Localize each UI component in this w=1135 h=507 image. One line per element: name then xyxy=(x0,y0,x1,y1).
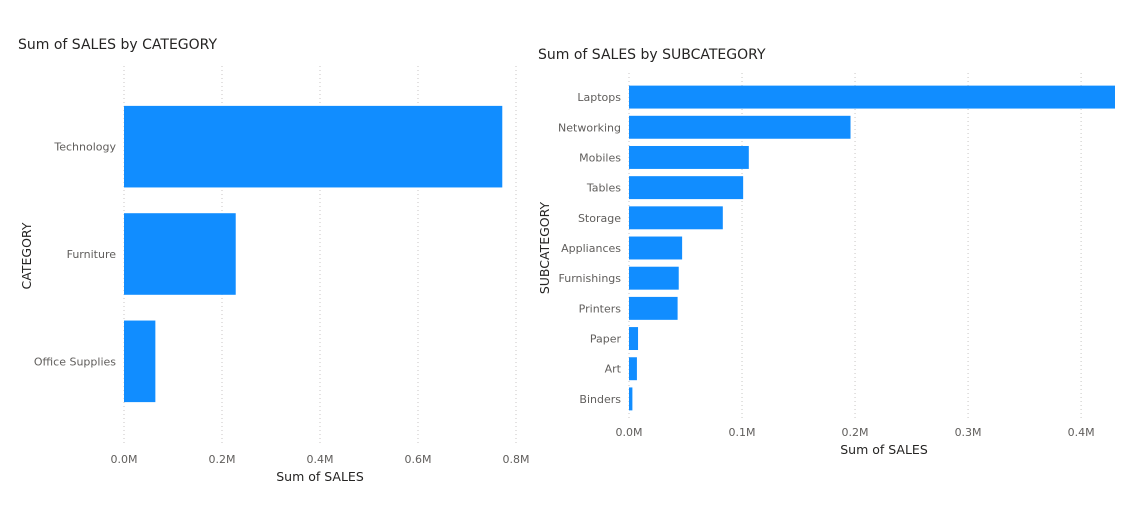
category-bar-chart: Sum of SALES by CATEGORY Technology Furni… xyxy=(18,37,530,484)
category-label: Appliances xyxy=(561,242,621,255)
category-labels: Technology Furniture Office Supplies xyxy=(34,141,117,369)
x-tick-label: 0.0M xyxy=(111,453,138,466)
bar[interactable] xyxy=(629,327,639,351)
x-tick-label: 0.4M xyxy=(1068,426,1095,439)
bars xyxy=(629,85,1115,411)
x-tick-labels: 0.0M 0.2M 0.4M 0.6M 0.8M xyxy=(111,453,530,466)
x-tick-label: 0.1M xyxy=(729,426,756,439)
x-tick-label: 0.4M xyxy=(307,453,334,466)
category-label: Binders xyxy=(579,393,621,406)
category-label: Technology xyxy=(53,141,116,154)
bar[interactable] xyxy=(629,176,744,200)
x-axis-title: Sum of SALES xyxy=(840,442,928,457)
category-labels: Laptops Networking Mobiles Tables Storage App… xyxy=(558,91,622,406)
bar[interactable] xyxy=(629,387,633,411)
category-label: Office Supplies xyxy=(34,355,116,368)
bars xyxy=(124,105,503,403)
bar[interactable] xyxy=(629,85,1115,109)
category-label: Paper xyxy=(590,333,622,346)
x-tick-label: 0.8M xyxy=(503,453,530,466)
category-label: Networking xyxy=(558,121,621,134)
category-label: Storage xyxy=(578,212,621,225)
bar[interactable] xyxy=(629,206,723,230)
subcategory-bar-chart: Sum of SALES by SUBCATEGORY Laptops Netwo… xyxy=(537,47,1115,457)
x-tick-label: 0.0M xyxy=(616,426,643,439)
category-label: Art xyxy=(605,363,622,376)
category-label: Furniture xyxy=(67,248,117,261)
x-tick-labels: 0.0M 0.1M 0.2M 0.3M 0.4M xyxy=(616,426,1095,439)
chart-title: Sum of SALES by CATEGORY xyxy=(18,37,217,53)
bar[interactable] xyxy=(629,236,683,260)
chart-title: Sum of SALES by SUBCATEGORY xyxy=(538,47,766,63)
x-tick-label: 0.2M xyxy=(209,453,236,466)
x-tick-label: 0.2M xyxy=(842,426,869,439)
x-tick-label: 0.3M xyxy=(955,426,982,439)
bar[interactable] xyxy=(629,266,679,290)
category-label: Tables xyxy=(586,182,621,195)
bar[interactable] xyxy=(124,105,503,188)
bar[interactable] xyxy=(124,213,236,295)
bar[interactable] xyxy=(629,115,851,139)
x-tick-label: 0.6M xyxy=(405,453,432,466)
category-label: Laptops xyxy=(577,91,621,104)
bar[interactable] xyxy=(629,296,678,320)
bar[interactable] xyxy=(124,320,156,403)
category-label: Mobiles xyxy=(579,151,621,164)
bar[interactable] xyxy=(629,357,637,381)
y-axis-title: CATEGORY xyxy=(19,222,34,289)
category-label: Printers xyxy=(579,302,622,315)
y-axis-title: SUBCATEGORY xyxy=(537,201,552,294)
category-label: Furnishings xyxy=(559,272,622,285)
bar[interactable] xyxy=(629,145,749,169)
x-axis-title: Sum of SALES xyxy=(276,469,364,484)
